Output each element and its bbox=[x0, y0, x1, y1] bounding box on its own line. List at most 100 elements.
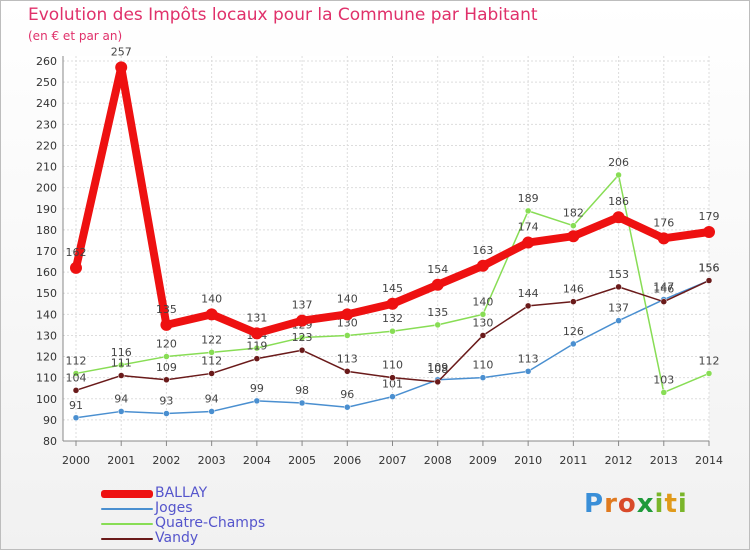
data-label-quatre-champs: 122 bbox=[201, 333, 222, 346]
data-point-ballay bbox=[431, 278, 444, 291]
y-tick-label: 230 bbox=[36, 118, 57, 131]
data-point-quatre-champs bbox=[524, 207, 532, 215]
legend-label: Quatre-Champs bbox=[155, 515, 266, 531]
y-tick-label: 90 bbox=[43, 414, 57, 427]
data-label-vandy: 119 bbox=[246, 340, 267, 353]
x-tick-label: 2010 bbox=[514, 454, 542, 467]
data-point-quatre-champs bbox=[298, 334, 306, 341]
chart-title: Evolution des Impôts locaux pour la Comm… bbox=[28, 5, 538, 25]
data-label-ballay: 154 bbox=[427, 263, 448, 276]
x-tick-label: 2006 bbox=[333, 454, 361, 467]
data-point-quatre-champs bbox=[163, 353, 170, 360]
data-label-joges: 98 bbox=[295, 384, 309, 397]
x-tick-label: 2001 bbox=[107, 454, 135, 467]
data-label-ballay: 135 bbox=[156, 303, 177, 316]
data-point-vandy bbox=[253, 355, 261, 362]
data-point-vandy bbox=[479, 332, 487, 339]
data-point-vandy bbox=[344, 368, 351, 375]
y-tick-label: 210 bbox=[36, 161, 57, 174]
y-tick-label: 240 bbox=[36, 97, 57, 110]
data-label-quatre-champs: 116 bbox=[111, 346, 132, 359]
data-label-vandy: 123 bbox=[292, 331, 313, 344]
data-point-vandy bbox=[705, 277, 713, 284]
data-label-vandy: 112 bbox=[201, 354, 222, 367]
x-tick-label: 2007 bbox=[379, 454, 407, 467]
data-point-quatre-champs bbox=[389, 327, 396, 335]
data-point-ballay bbox=[250, 327, 263, 340]
data-label-joges: 156 bbox=[699, 262, 720, 275]
data-point-quatre-champs bbox=[615, 171, 622, 179]
data-label-joges: 94 bbox=[205, 392, 219, 405]
data-point-vandy bbox=[298, 346, 306, 354]
data-label-joges: 91 bbox=[69, 399, 83, 412]
data-point-ballay bbox=[657, 232, 670, 245]
data-point-quatre-champs bbox=[117, 361, 125, 369]
y-tick-label: 120 bbox=[36, 351, 57, 364]
data-label-vandy: 113 bbox=[337, 352, 358, 365]
data-label-quatre-champs: 189 bbox=[518, 192, 539, 205]
data-label-vandy: 144 bbox=[518, 287, 539, 300]
legend-swatch bbox=[101, 523, 153, 525]
x-tick-label: 2012 bbox=[605, 454, 633, 467]
y-tick-label: 130 bbox=[36, 329, 57, 342]
data-point-joges bbox=[253, 397, 261, 405]
data-point-ballay bbox=[522, 236, 535, 249]
data-point-quatre-champs bbox=[253, 344, 261, 352]
x-tick-label: 2003 bbox=[198, 454, 226, 467]
data-label-joges: 93 bbox=[159, 395, 173, 408]
data-label-vandy: 156 bbox=[699, 262, 720, 275]
y-tick-label: 220 bbox=[36, 139, 57, 152]
data-point-ballay bbox=[567, 230, 580, 243]
legend-label: BALLAY bbox=[155, 485, 208, 501]
data-label-vandy: 153 bbox=[608, 268, 629, 281]
data-point-quatre-champs bbox=[434, 321, 441, 329]
legend-label: Joges bbox=[155, 500, 193, 516]
data-point-ballay bbox=[612, 211, 625, 224]
legend-label: Vandy bbox=[155, 530, 199, 546]
data-point-quatre-champs bbox=[660, 389, 668, 396]
data-label-joges: 110 bbox=[472, 359, 493, 372]
data-point-quatre-champs bbox=[479, 311, 487, 318]
data-label-joges: 101 bbox=[382, 378, 403, 391]
data-label-ballay: 176 bbox=[653, 216, 674, 229]
data-point-ballay bbox=[296, 314, 309, 327]
data-point-vandy bbox=[208, 370, 215, 377]
legend-swatch bbox=[101, 538, 153, 540]
data-point-joges bbox=[524, 368, 532, 375]
data-label-ballay: 145 bbox=[382, 282, 403, 295]
data-point-quatre-champs bbox=[344, 332, 351, 339]
data-label-joges: 109 bbox=[427, 361, 448, 374]
data-label-ballay: 186 bbox=[608, 195, 629, 208]
data-point-ballay bbox=[70, 261, 82, 274]
y-tick-label: 150 bbox=[36, 287, 57, 300]
data-label-joges: 126 bbox=[563, 325, 584, 338]
data-label-ballay: 174 bbox=[518, 221, 539, 234]
data-label-ballay: 162 bbox=[66, 246, 87, 259]
y-tick-label: 110 bbox=[36, 372, 57, 385]
data-point-joges bbox=[570, 340, 577, 348]
data-point-quatre-champs bbox=[705, 370, 713, 377]
legend-swatch bbox=[101, 508, 153, 510]
data-label-vandy: 111 bbox=[111, 357, 132, 370]
y-tick-label: 160 bbox=[36, 266, 57, 279]
data-point-joges bbox=[163, 410, 170, 417]
data-point-ballay bbox=[386, 297, 399, 310]
y-tick-label: 250 bbox=[36, 76, 57, 89]
data-label-ballay: 140 bbox=[201, 292, 222, 305]
y-tick-label: 180 bbox=[36, 224, 57, 237]
data-point-ballay bbox=[703, 226, 715, 238]
data-label-ballay: 257 bbox=[111, 45, 132, 58]
data-point-joges bbox=[298, 399, 306, 407]
data-point-vandy bbox=[434, 378, 441, 386]
data-label-ballay: 179 bbox=[699, 210, 720, 223]
chart-subtitle: (en € et par an) bbox=[28, 29, 123, 43]
data-label-quatre-champs: 132 bbox=[382, 312, 403, 325]
data-label-joges: 96 bbox=[340, 388, 354, 401]
x-tick-label: 2009 bbox=[469, 454, 497, 467]
data-point-ballay bbox=[341, 308, 354, 321]
data-label-ballay: 140 bbox=[337, 292, 358, 305]
data-point-vandy bbox=[570, 298, 577, 305]
data-point-vandy bbox=[389, 374, 396, 381]
